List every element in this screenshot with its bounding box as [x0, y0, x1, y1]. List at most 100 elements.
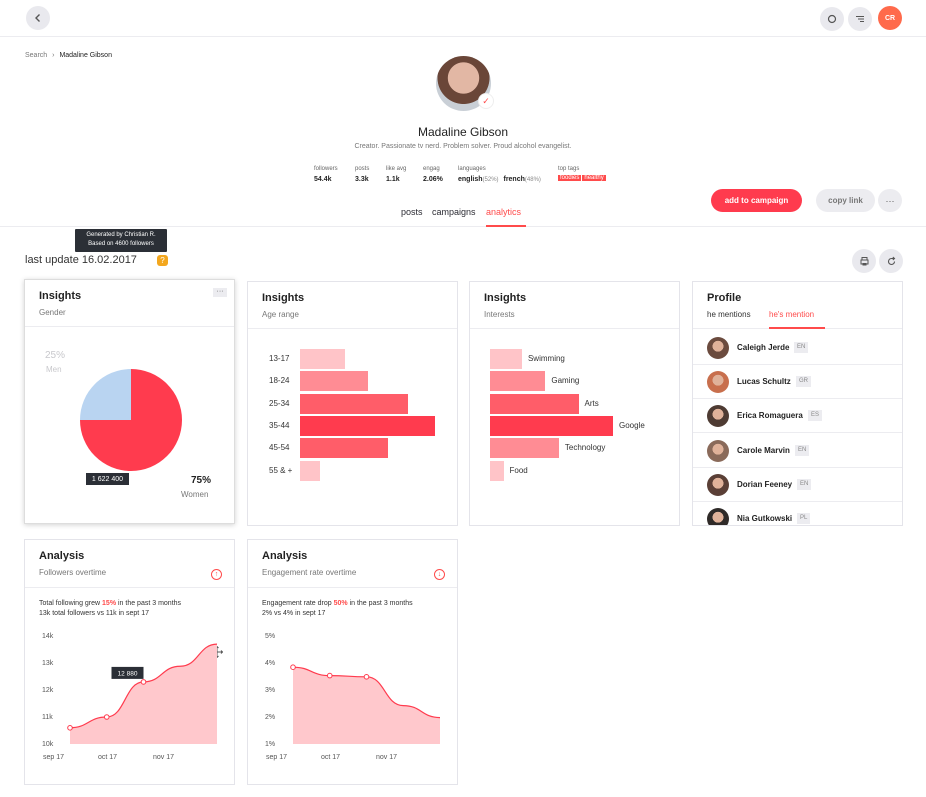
add-to-campaign-button[interactable]: add to campaign [711, 189, 802, 212]
data-point[interactable] [103, 714, 110, 720]
last-update-text: last update 16.02.2017 [25, 254, 137, 266]
x-tick-label: sep 17 [266, 754, 287, 761]
card-subtitle: Followers overtime [39, 568, 107, 577]
card-divider [248, 328, 457, 329]
tab-he-mentions[interactable]: he mentions [707, 310, 751, 319]
card-divider [25, 587, 234, 588]
data-point[interactable] [363, 674, 370, 680]
desc-text: Total following grew [39, 600, 103, 607]
circle-icon [827, 14, 837, 24]
men-label: Men [46, 365, 62, 374]
profile-bio: Creator. Passionate tv nerd. Problem sol… [354, 143, 572, 150]
area-fill [293, 667, 440, 744]
data-point[interactable] [140, 679, 147, 685]
pie-tooltip: 1 622 400 [85, 472, 130, 486]
print-button[interactable] [852, 249, 876, 273]
active-tab-indicator [486, 225, 526, 227]
tab-analytics[interactable]: analytics [486, 207, 522, 217]
x-tick-label: sep 17 [43, 754, 64, 761]
y-tick-label: 5% [265, 633, 275, 640]
breadcrumb-root[interactable]: Search [25, 52, 48, 59]
followers-analysis-card: Analysis Followers overtime ↑ Total foll… [24, 539, 235, 785]
chart-tooltip-value: 12 880 [118, 670, 138, 677]
tab-posts[interactable]: posts [401, 207, 423, 217]
card-title: Insights [39, 290, 82, 302]
refresh-icon [887, 256, 895, 265]
stat-languages: languages english(52%) french(48%) [458, 166, 541, 183]
tag-badge[interactable]: healthy [582, 175, 606, 181]
language-1-pct: (52%) [482, 177, 499, 183]
user-avatar-button[interactable]: CR [878, 6, 902, 30]
refresh-button[interactable] [879, 249, 903, 273]
x-tick-label: oct 17 [98, 754, 117, 761]
interest-bar [490, 415, 613, 436]
list-item[interactable]: Lucas Schultz GR [693, 365, 902, 400]
info-icon[interactable]: ? [157, 255, 168, 266]
tabs-divider [0, 226, 926, 227]
circle-button[interactable] [820, 7, 844, 31]
card-subtitle: Age range [262, 310, 299, 319]
stat-value: 1.1k [386, 176, 400, 183]
age-label: 35-44 [269, 420, 290, 430]
tab-hes-mention[interactable]: he's mention [769, 310, 815, 319]
engagement-description: Engagement rate drop 50% in the past 3 m… [262, 599, 413, 619]
copy-link-button[interactable]: copy link [816, 189, 875, 212]
verified-check-icon: ✓ [478, 93, 494, 109]
interest-label: Gaming [551, 376, 580, 386]
print-icon [860, 256, 868, 265]
y-tick-label: 10k [42, 741, 54, 748]
list-item[interactable]: Carole Marvin EN [693, 434, 902, 468]
x-tick-label: nov 17 [376, 754, 397, 761]
card-subtitle: Interests [484, 310, 515, 319]
language-1: english [458, 176, 483, 183]
followers-description: Total following grew 15% in the past 3 m… [39, 599, 181, 619]
tab-campaigns[interactable]: campaigns [432, 207, 476, 217]
age-label: 45-54 [269, 443, 290, 453]
interest-label: Arts [584, 398, 599, 408]
data-point[interactable] [326, 672, 333, 679]
y-tick-label: 3% [265, 687, 275, 694]
desc-text: Engagement rate drop [262, 600, 334, 607]
breadcrumb: Search › Madaline Gibson [25, 52, 112, 59]
stat-value: 2.06% [423, 176, 443, 183]
desc-highlight: 50% [333, 600, 348, 607]
interest-label: Google [619, 420, 645, 430]
data-point[interactable] [67, 725, 73, 731]
y-tick-label: 11k [42, 714, 53, 721]
list-item[interactable]: Nia Gutkowski PL [693, 502, 902, 525]
interest-label: Food [509, 465, 528, 475]
desc-text: in the past 3 months [116, 600, 182, 607]
language-2: french [503, 176, 525, 183]
more-options-button[interactable]: ··· [878, 189, 902, 212]
person-name: Lucas Schultz [737, 377, 791, 387]
followers-area-chart: 14k 13k 12k 11k 10k sep 17 oct 17 nov 17 12 880 [25, 628, 236, 776]
data-point[interactable] [290, 664, 296, 671]
desc-line-2: 2% vs 4% in sept 17 [262, 610, 326, 617]
stat-followers: followers 54.4k [314, 166, 338, 183]
list-item[interactable]: Erica Romaguera ES [693, 399, 902, 434]
stat-value: 54.4k [314, 176, 332, 183]
stat-label: posts [355, 166, 370, 172]
card-title: Analysis [262, 550, 308, 562]
card-more-button[interactable]: ··· [213, 288, 227, 297]
age-range-card: Insights Age range 13-17 18-24 25-34 35-44 4… [247, 281, 458, 526]
stat-like-avg: like avg 1.1k [386, 166, 406, 183]
stat-value: foodies healthy [558, 174, 607, 181]
menu-button[interactable] [848, 7, 872, 31]
language-2-pct: (48%) [524, 177, 541, 183]
engagement-analysis-card: Analysis Engagement rate overtime ↓ Enga… [247, 539, 458, 785]
desc-line-2: 13k total followers vs 11k in sept 17 [39, 610, 149, 617]
list-item[interactable]: Caleigh Jerde EN [693, 331, 902, 365]
back-button[interactable] [26, 6, 50, 30]
stat-top-tags: top tags foodies healthy [558, 166, 607, 181]
age-label: 55 & + [269, 465, 293, 475]
stat-posts: posts 3.3k [355, 166, 369, 183]
age-label: 13-17 [269, 354, 290, 363]
list-item[interactable]: Dorian Feeney EN [693, 468, 902, 502]
profile-avatar: ✓ [436, 56, 494, 111]
age-bar [300, 371, 368, 392]
tag-badge[interactable]: foodies [558, 175, 582, 181]
interest-label: Swimming [527, 354, 565, 363]
card-title: Insights [484, 292, 527, 304]
age-bar [300, 415, 435, 436]
